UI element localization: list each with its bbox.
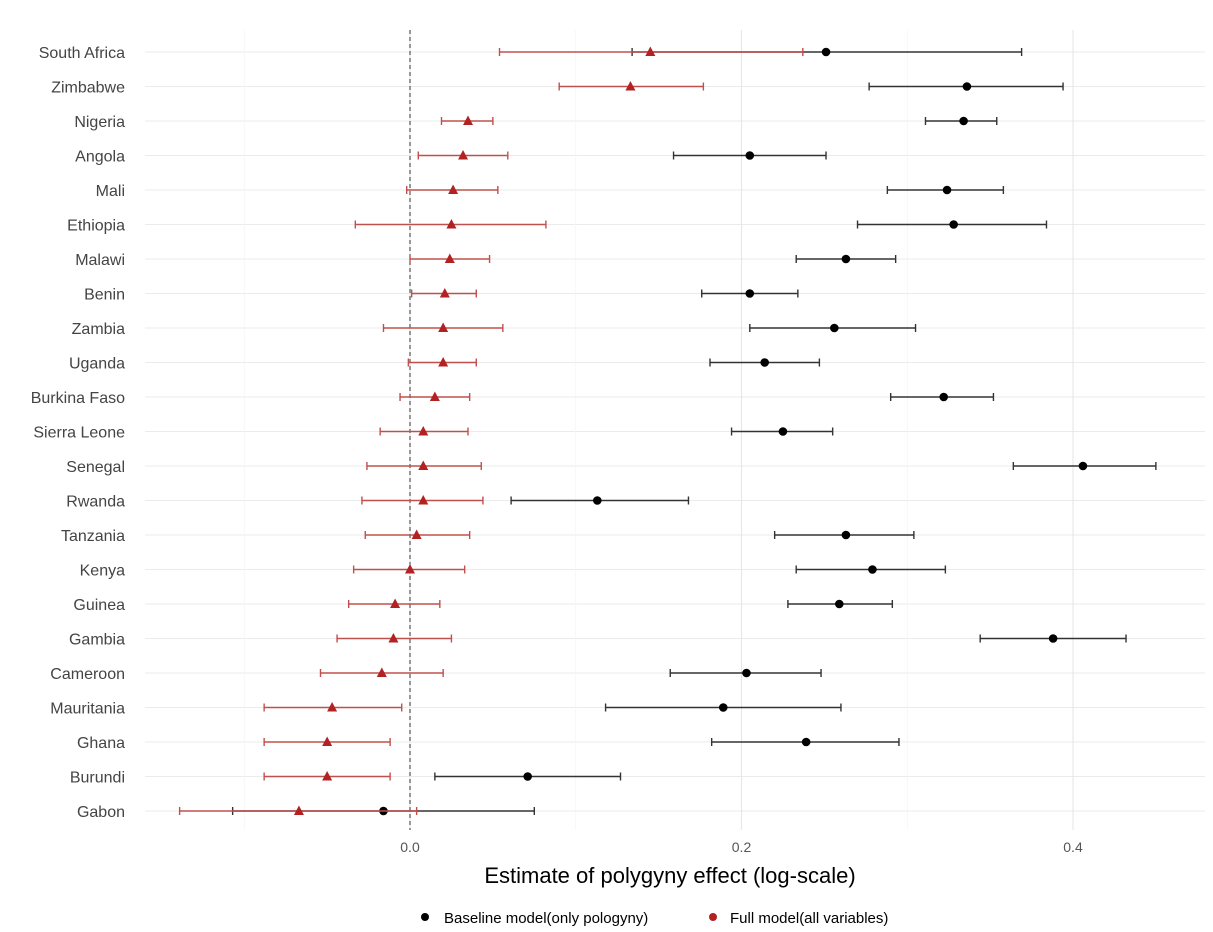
point-zambia <box>830 323 839 333</box>
point-kenya <box>868 565 877 574</box>
country-label-benin: Benin <box>84 287 125 304</box>
point-burundi <box>523 772 532 781</box>
legend: Baseline model(only pologyny) Full model… <box>421 910 888 927</box>
point-guinea <box>390 598 401 608</box>
point-ghana <box>322 736 333 746</box>
point-gambia <box>388 633 399 643</box>
point-senegal <box>418 460 429 470</box>
point-mali <box>448 184 459 194</box>
country-label-zambia: Zambia <box>72 321 125 338</box>
country-label-senegal: Senegal <box>66 459 125 476</box>
country-label-malawi: Malawi <box>75 252 125 269</box>
point-uganda <box>438 357 449 367</box>
legend-label-baseline: Baseline model(only pologyny) <box>444 910 648 927</box>
point-angola <box>745 151 755 160</box>
x-tick-label-0_4: 0.4 <box>1063 839 1083 855</box>
country-label-angola: Angola <box>75 149 125 166</box>
point-zambia <box>438 322 449 332</box>
point-nigeria <box>463 115 474 125</box>
point-malawi <box>841 254 851 264</box>
point-benin <box>745 289 755 298</box>
point-sierra-leone <box>418 426 429 436</box>
country-label-zimbabwe: Zimbabwe <box>51 80 125 97</box>
point-rwanda <box>418 495 429 505</box>
country-label-mali: Mali <box>96 183 125 200</box>
point-zimbabwe <box>625 81 636 91</box>
legend-label-full: Full model(all variables) <box>730 910 888 927</box>
legend-marker-full <box>709 913 717 921</box>
point-ghana <box>801 737 811 747</box>
point-malawi <box>444 253 455 263</box>
point-burkina-faso <box>939 392 949 402</box>
country-label-ghana: Ghana <box>77 735 125 752</box>
country-label-ethiopia: Ethiopia <box>67 218 125 235</box>
point-ethiopia <box>949 220 958 229</box>
point-cameroon <box>376 667 387 677</box>
point-zimbabwe <box>962 82 972 91</box>
point-mauritania <box>327 702 338 712</box>
country-label-sierra-leone: Sierra Leone <box>33 425 125 442</box>
point-burkina-faso <box>429 391 440 401</box>
point-cameroon <box>742 668 751 678</box>
country-label-south-africa: South Africa <box>39 45 125 62</box>
country-label-burundi: Burundi <box>70 770 125 787</box>
country-label-kenya: Kenya <box>80 563 125 580</box>
point-ethiopia <box>446 219 457 229</box>
country-label-nigeria: Nigeria <box>74 114 125 131</box>
country-labels: South Africa Zimbabwe Nigeria Angola Mali Eth… <box>31 45 125 821</box>
point-sierra-leone <box>778 427 788 436</box>
point-senegal <box>1078 461 1088 471</box>
point-tanzania <box>841 530 851 540</box>
country-label-rwanda: Rwanda <box>66 494 125 511</box>
country-label-gambia: Gambia <box>69 632 125 649</box>
point-gambia <box>1048 634 1058 643</box>
point-burundi <box>322 771 333 781</box>
country-label-cameroon: Cameroon <box>50 666 125 683</box>
point-rwanda <box>592 496 602 505</box>
point-guinea <box>834 599 844 609</box>
point-mauritania <box>718 703 728 712</box>
x-tick-labels: 0.0 0.2 0.4 <box>400 839 1083 855</box>
legend-marker-baseline <box>421 913 429 921</box>
point-gabon <box>293 805 304 815</box>
country-label-burkina-faso: Burkina Faso <box>31 390 125 407</box>
point-mali <box>942 185 952 195</box>
x-tick-label-0_2: 0.2 <box>732 839 752 855</box>
country-label-guinea: Guinea <box>73 597 125 614</box>
point-benin <box>439 288 450 298</box>
x-axis-title: Estimate of polygyny effect (log-scale) <box>484 863 855 888</box>
point-tanzania <box>411 529 422 539</box>
series-full <box>178 46 804 815</box>
grid-layer <box>145 30 1205 830</box>
point-kenya <box>405 564 415 574</box>
point-nigeria <box>959 116 968 126</box>
point-uganda <box>760 358 770 367</box>
country-label-gabon: Gabon <box>77 804 125 821</box>
country-label-mauritania: Mauritania <box>50 701 125 718</box>
country-label-uganda: Uganda <box>69 356 125 373</box>
series-layer <box>178 46 1157 816</box>
point-angola <box>458 150 469 160</box>
country-label-tanzania: Tanzania <box>61 528 125 545</box>
x-tick-label-0_0: 0.0 <box>400 839 420 855</box>
point-south-africa <box>821 47 831 57</box>
point-south-africa <box>645 46 656 56</box>
